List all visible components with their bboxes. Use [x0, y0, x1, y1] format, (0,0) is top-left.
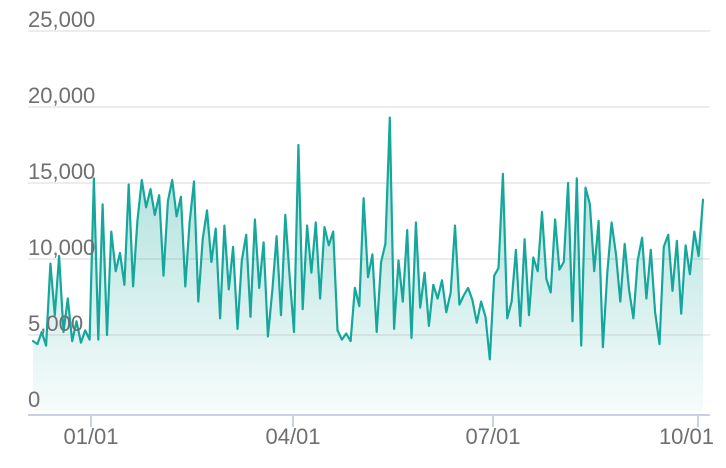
series-area-fill	[33, 117, 703, 411]
series-line	[31, 116, 705, 361]
y-axis-label: 5,000	[28, 311, 83, 336]
x-axis-ticks	[90, 415, 699, 427]
x-axis-label: 04/01	[265, 424, 320, 449]
x-axis-labels: 01/01 04/01 07/01 10/01	[63, 424, 714, 449]
x-axis-label: 01/01	[63, 424, 118, 449]
y-axis-label: 15,000	[28, 159, 95, 184]
x-axis-label: 07/01	[465, 424, 520, 449]
x-axis-label: 10/01	[659, 424, 714, 449]
y-axis-label: 25,000	[28, 7, 95, 32]
y-axis-label: 20,000	[28, 83, 95, 108]
y-axis-labels: 0 5,000 10,000 15,000 20,000 25,000	[28, 7, 95, 412]
y-axis-label: 10,000	[28, 235, 95, 260]
y-axis-label: 0	[28, 387, 40, 412]
